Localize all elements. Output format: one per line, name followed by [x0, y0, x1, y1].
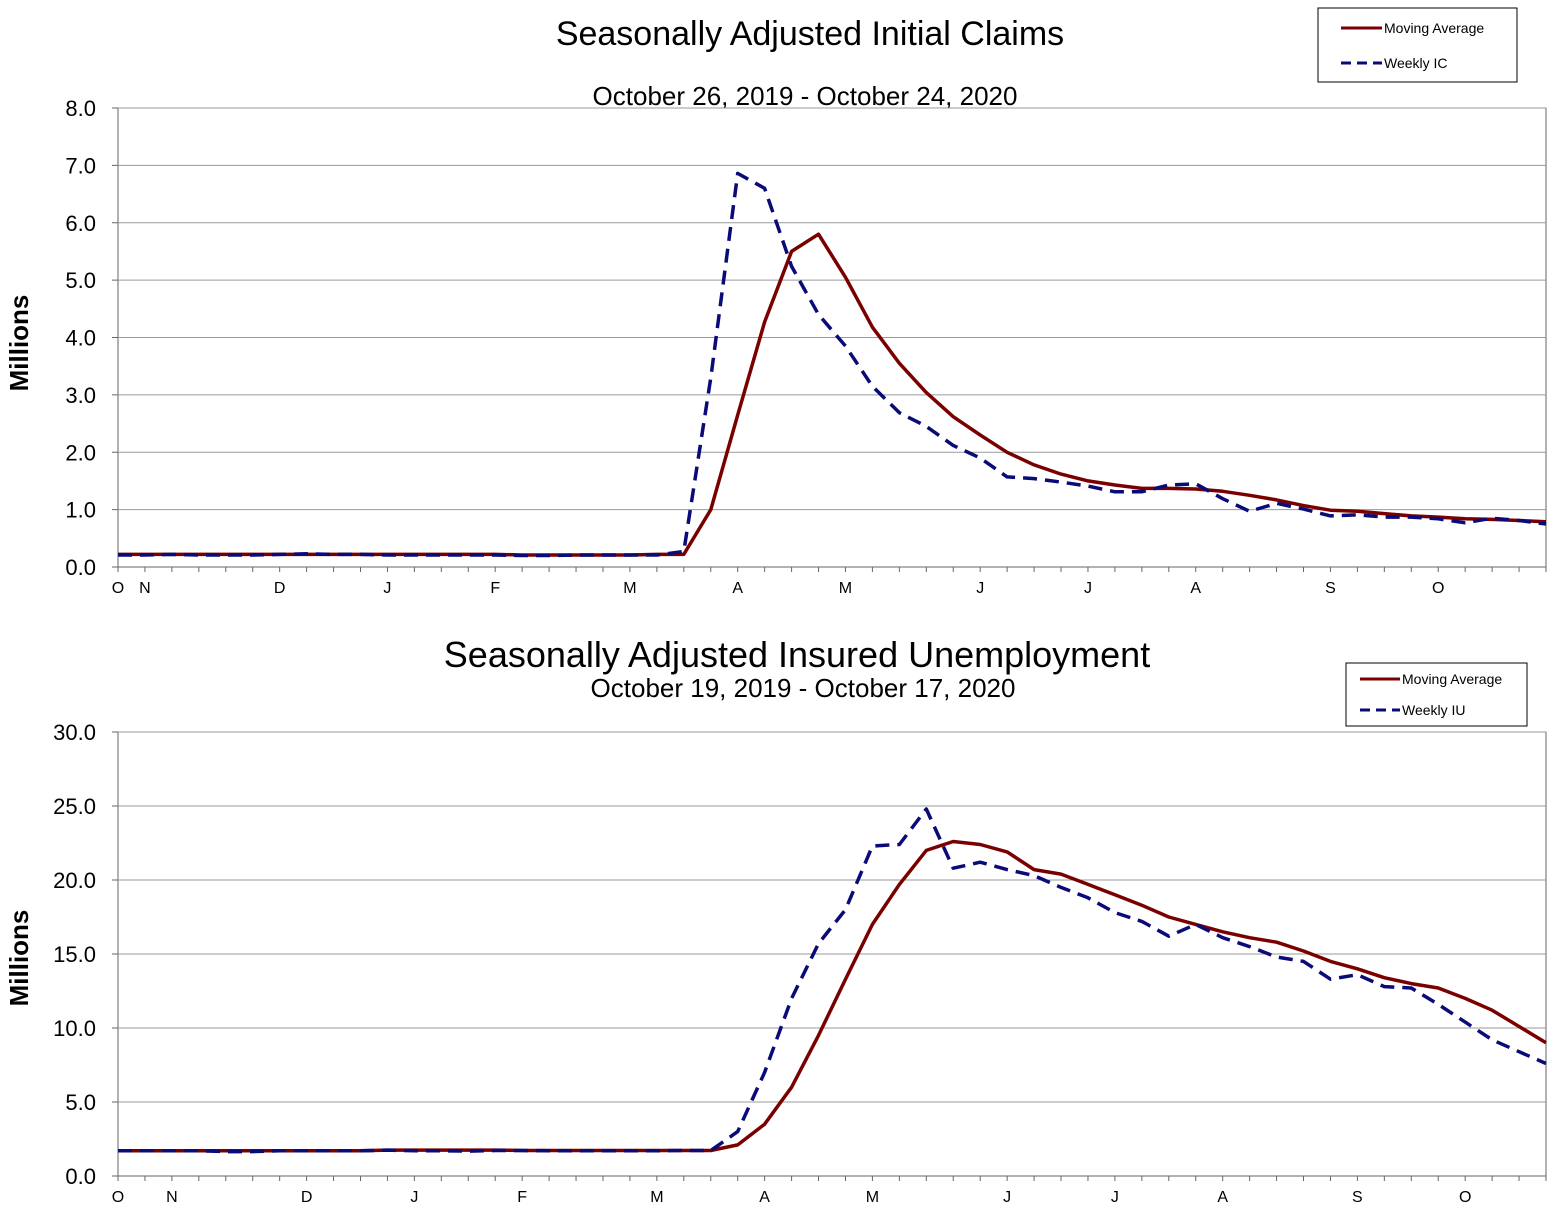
legend-box — [1317, 7, 1518, 83]
insured-unemployment-chart: Seasonally Adjusted Insured Unemployment… — [4, 634, 1547, 1206]
chart-subtitle: October 19, 2019 - October 17, 2020 — [591, 673, 1016, 703]
x-month-label: M — [866, 1189, 879, 1206]
x-month-label: J — [410, 1189, 418, 1206]
x-month-label: A — [759, 1189, 770, 1206]
x-month-label: J — [383, 580, 391, 597]
x-month-label: A — [732, 580, 743, 597]
x-month-label: F — [517, 1189, 527, 1206]
x-month-label: J — [1084, 580, 1092, 597]
y-tick-label: 5.0 — [65, 1090, 96, 1115]
series-line-weekly-ic — [118, 171, 1547, 558]
y-tick-label: 10.0 — [53, 1016, 96, 1041]
x-month-label: M — [839, 580, 852, 597]
y-tick-label: 8.0 — [65, 96, 96, 121]
y-tick-label: 2.0 — [65, 440, 96, 465]
y-axis-label: Millions — [4, 295, 34, 392]
x-month-label: S — [1325, 580, 1336, 597]
x-month-label: O — [112, 1189, 124, 1206]
legend-label-weekly-iu: Weekly IU — [1402, 702, 1466, 718]
y-tick-label: 1.0 — [65, 498, 96, 523]
y-tick-label: 30.0 — [53, 720, 96, 745]
legend-label-weekly-ic: Weekly IC — [1384, 55, 1448, 71]
initial-claims-chart: Seasonally Adjusted Initial Claims Octob… — [4, 7, 1547, 597]
x-month-label: N — [166, 1189, 178, 1206]
chart-title: Seasonally Adjusted Initial Claims — [556, 15, 1064, 53]
x-month-label: D — [301, 1189, 313, 1206]
legend: Moving Average Weekly IC — [1317, 7, 1518, 83]
y-tick-label: 0.0 — [65, 555, 96, 580]
y-tick-label: 0.0 — [65, 1164, 96, 1189]
x-month-label: A — [1217, 1189, 1228, 1206]
x-month-label: J — [1111, 1189, 1119, 1206]
y-tick-label: 15.0 — [53, 942, 96, 967]
x-month-label: F — [490, 580, 500, 597]
x-month-label: N — [139, 580, 151, 597]
x-month-label: S — [1352, 1189, 1363, 1206]
legend-label-moving-average: Moving Average — [1402, 671, 1502, 687]
x-month-label: O — [1459, 1189, 1471, 1206]
x-month-label: J — [976, 580, 984, 597]
x-month-label: M — [623, 580, 636, 597]
y-tick-label: 6.0 — [65, 211, 96, 236]
series-line-moving-average — [118, 232, 1547, 557]
chart-title: Seasonally Adjusted Insured Unemployment — [444, 634, 1150, 675]
x-month-label: O — [112, 580, 124, 597]
legend-label-moving-average: Moving Average — [1384, 20, 1484, 36]
y-tick-label: 5.0 — [65, 268, 96, 293]
y-tick-label: 3.0 — [65, 383, 96, 408]
x-month-label: D — [274, 580, 286, 597]
y-tick-label: 25.0 — [53, 794, 96, 819]
series-line-weekly-iu — [118, 807, 1547, 1154]
y-axis-label: Millions — [4, 910, 34, 1007]
y-tick-label: 4.0 — [65, 326, 96, 351]
x-month-label: O — [1432, 580, 1444, 597]
y-tick-label: 7.0 — [65, 153, 96, 178]
legend: Moving Average Weekly IU — [1345, 662, 1528, 727]
x-month-label: J — [1003, 1189, 1011, 1206]
x-month-label: A — [1190, 580, 1201, 597]
x-month-label: M — [650, 1189, 663, 1206]
legend-box — [1345, 662, 1528, 727]
series-line-moving-average — [118, 839, 1547, 1153]
y-tick-label: 20.0 — [53, 868, 96, 893]
chart-subtitle: October 26, 2019 - October 24, 2020 — [593, 81, 1018, 111]
